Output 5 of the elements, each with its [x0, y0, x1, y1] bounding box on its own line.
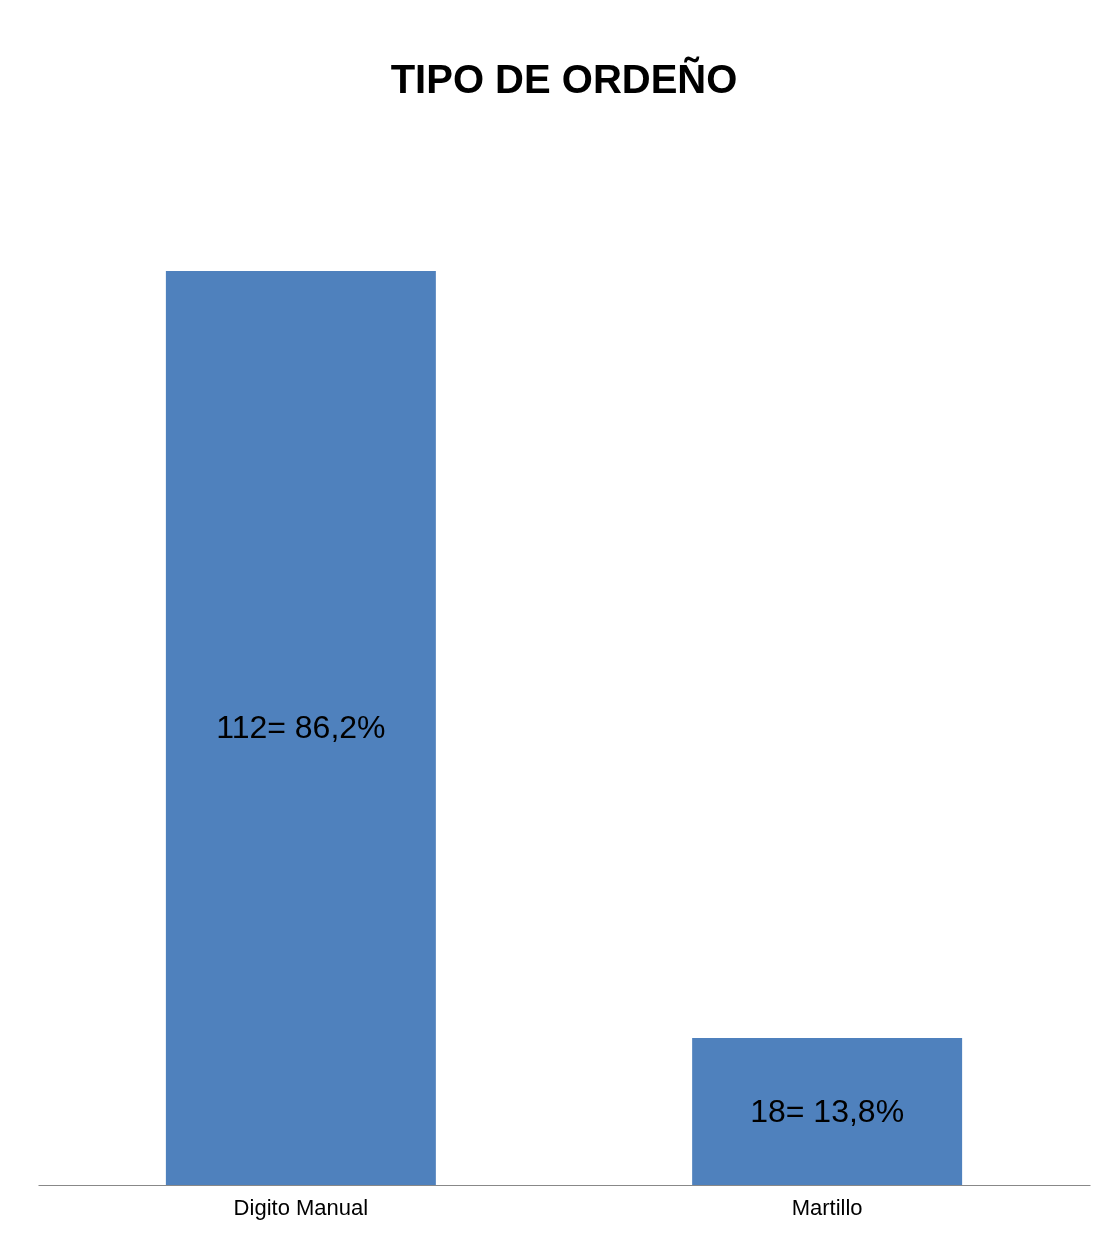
x-tick-label: Martillo [791, 1194, 863, 1220]
data-label: 112= 86,2% [216, 709, 386, 745]
data-label: 18= 13,8% [750, 1092, 905, 1129]
x-tick-label: Digito Manual [233, 1194, 369, 1220]
chart-title: TIPO DE ORDEÑO [390, 56, 738, 101]
